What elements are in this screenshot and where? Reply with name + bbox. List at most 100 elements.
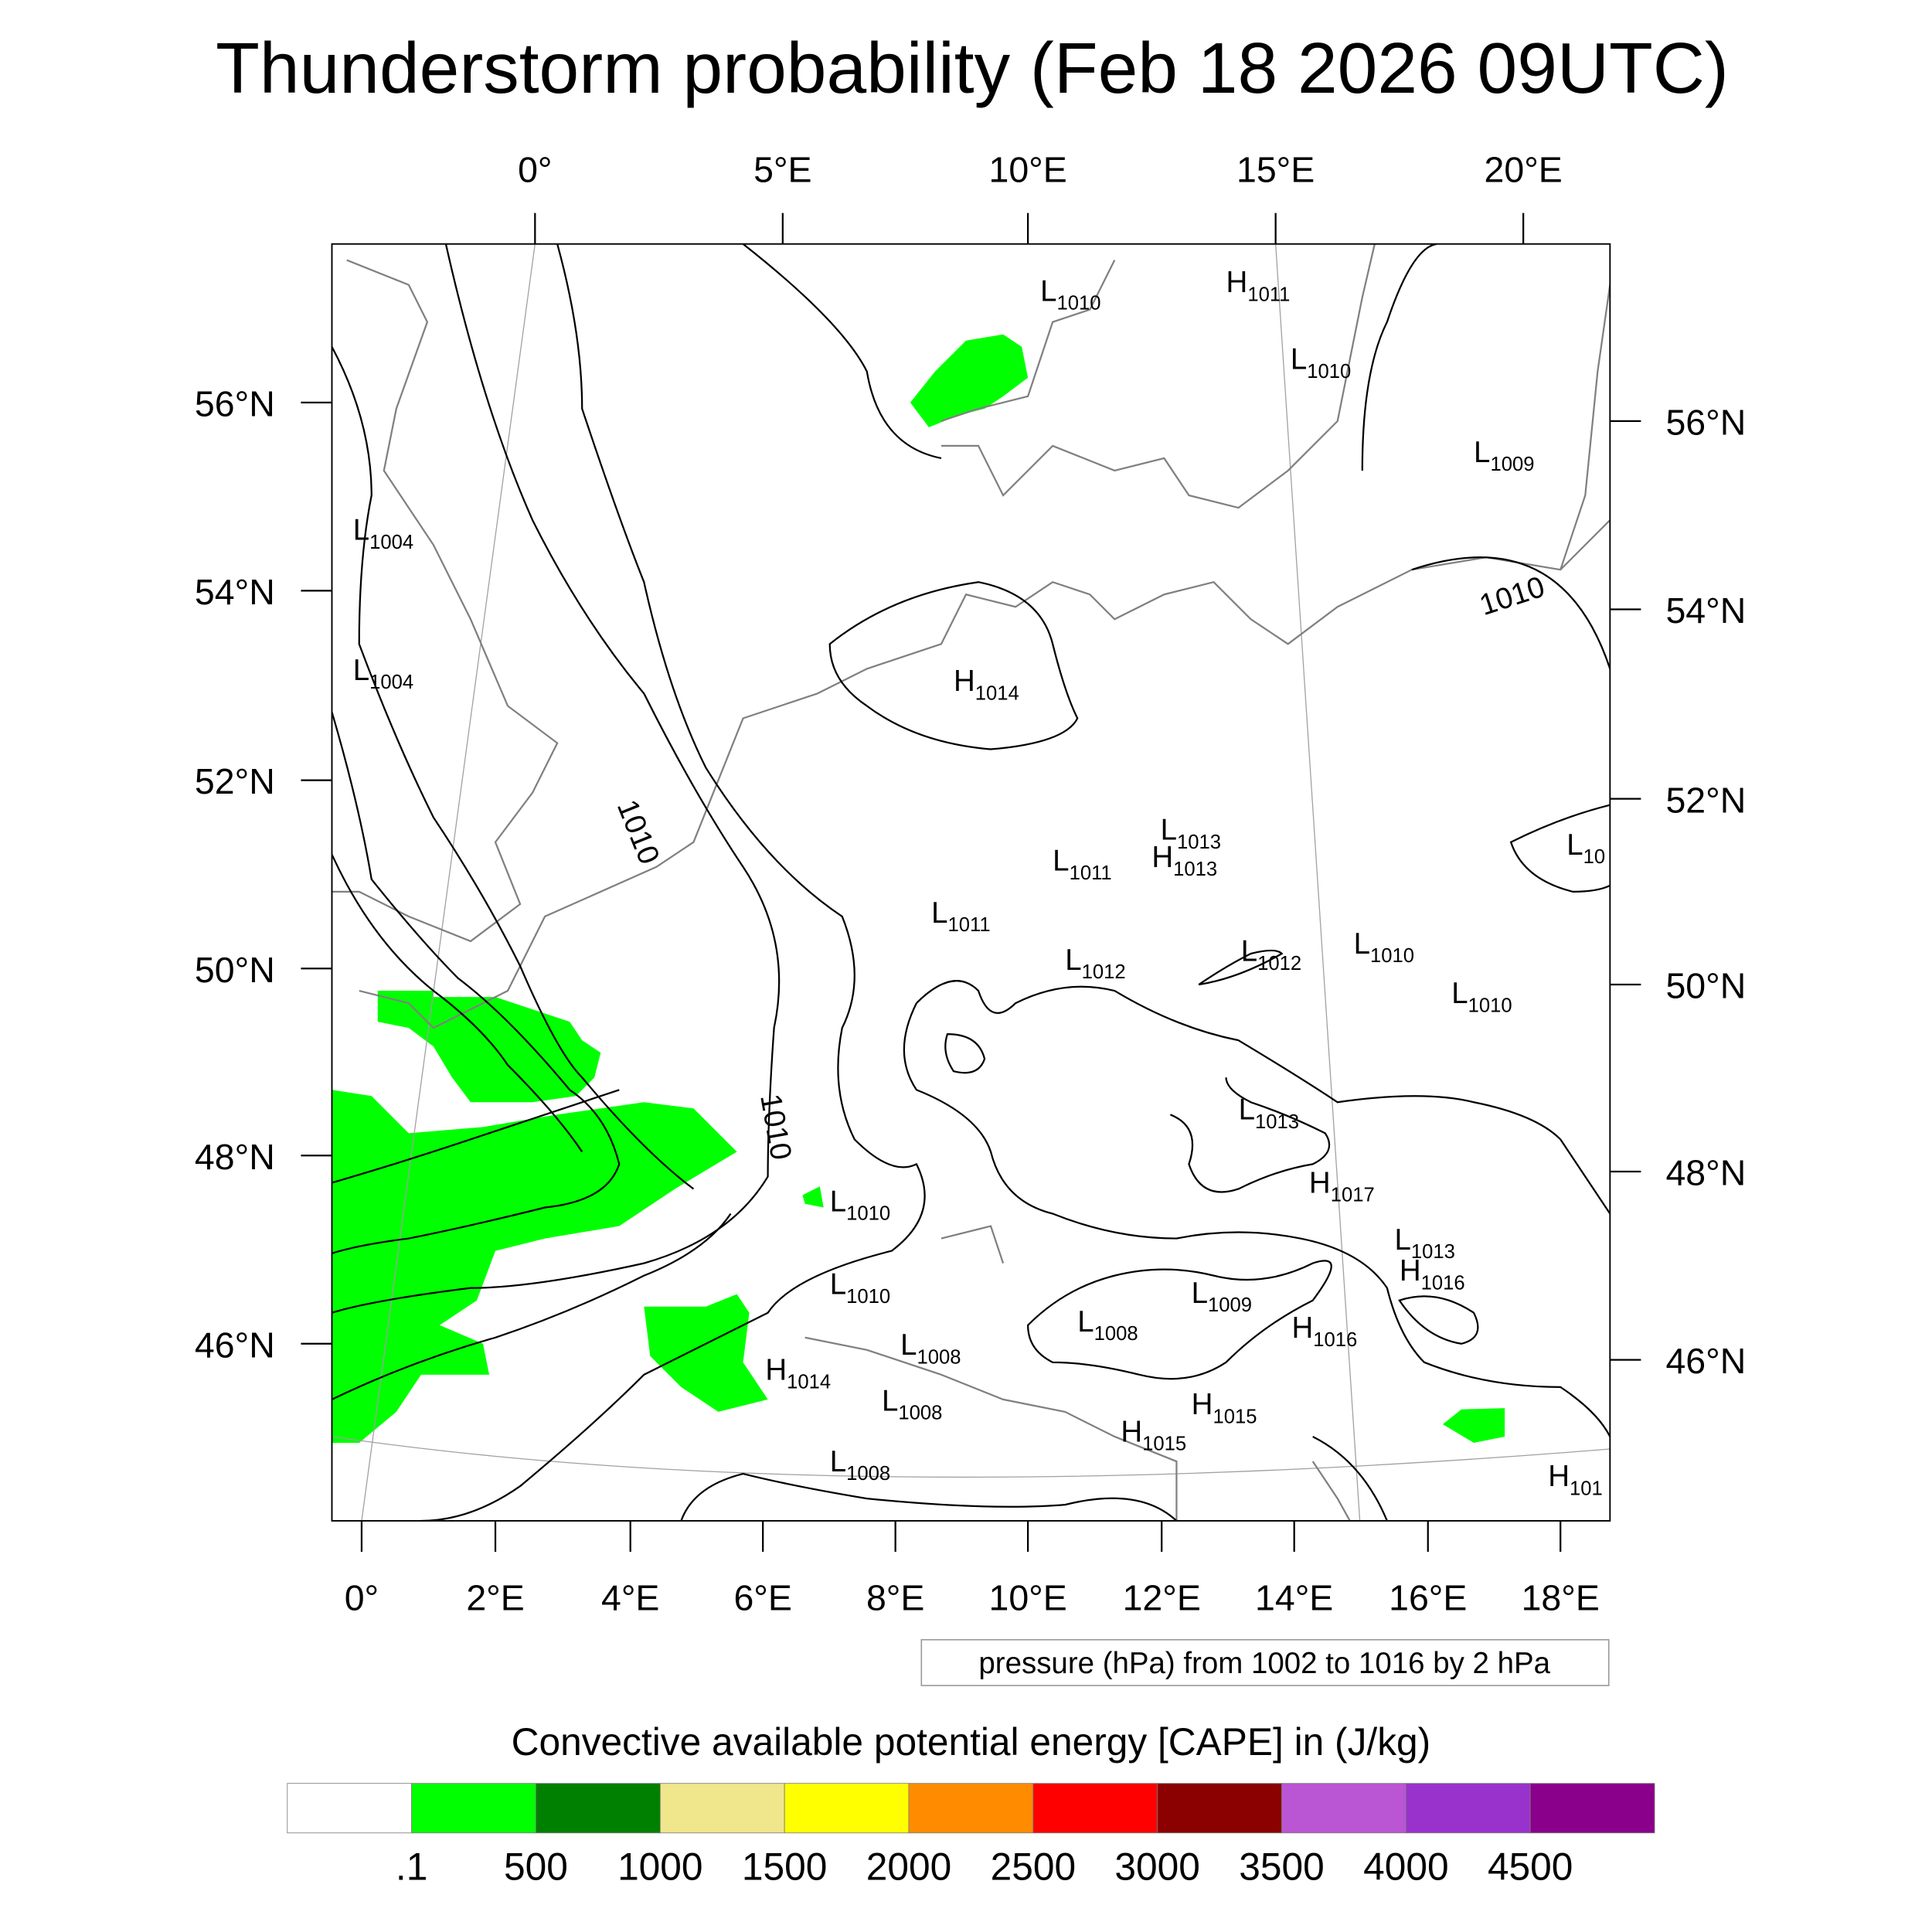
high-pressure-label: H1014 [954,665,1019,704]
lat-label: 50°N [1665,966,1746,1006]
lon-label: 14°E [1255,1577,1333,1617]
high-pressure-label: H101 [1548,1460,1603,1499]
lon-label: 0° [345,1577,379,1617]
colorbar-swatch [536,1783,661,1834]
low-pressure-label: L1008 [900,1328,961,1368]
lon-label: 18°E [1522,1577,1600,1617]
colorbar-labels: .1 500 1000 1500 2000 2500 3000 3500 4000 4500 [396,1845,1573,1889]
lon-label: 6°E [733,1577,791,1617]
lon-label: 15°E [1236,150,1315,190]
colorbar-label: 4500 [1488,1845,1573,1889]
low-pressure-label: L10 [1566,828,1605,868]
colorbar-swatch [1529,1783,1655,1834]
low-pressure-label: L1010 [830,1268,890,1308]
low-pressure-label: L1010 [830,1185,890,1224]
chart-title: Thunderstorm probability (Feb 18 2026 09… [216,28,1729,108]
pressure-contours [332,243,1611,1521]
lat-label: 54°N [1665,590,1746,631]
lon-label: 20°E [1485,150,1563,190]
lon-label: 10°E [988,1577,1066,1617]
contour-label: 1010 [611,795,666,869]
colorbar-title: Convective available potential energy [C… [512,1720,1431,1764]
colorbar-swatch [1405,1783,1531,1834]
low-pressure-label: L1011 [1053,845,1112,884]
lat-label: 50°N [195,950,275,990]
lon-label: 8°E [866,1577,924,1617]
low-pressure-label: L1010 [1354,927,1414,967]
high-pressure-label: H1016 [1291,1311,1357,1351]
colorbar-swatch [1032,1783,1158,1834]
top-ticks [301,213,1641,1553]
colorbar-label: 3000 [1114,1845,1199,1889]
colorbar-label: 4000 [1363,1845,1448,1889]
high-pressure-label: H1015 [1192,1388,1257,1427]
contour-info-text: pressure (hPa) from 1002 to 1016 by 2 hP… [978,1647,1550,1680]
colorbar-label: 1000 [617,1845,702,1889]
low-pressure-label: L1004 [353,514,413,553]
lon-label: 12°E [1123,1577,1201,1617]
lon-label: 2°E [466,1577,524,1617]
colorbar-swatch [411,1783,536,1834]
lat-label: 48°N [1665,1153,1746,1193]
colorbar-label: 1500 [742,1845,827,1889]
top-lon-labels: 0° 5°E 10°E 15°E 20°E [518,150,1563,190]
right-lat-labels: 56°N 54°N 52°N 50°N 48°N 46°N [1665,403,1746,1382]
low-pressure-label: L1009 [1192,1277,1252,1316]
lat-label: 56°N [1665,403,1746,443]
low-pressure-label: L1008 [1077,1305,1138,1345]
low-pressure-label: L1012 [1241,935,1301,975]
low-pressure-label: L1013 [1239,1094,1299,1133]
lat-label: 52°N [1665,780,1746,820]
high-pressure-label: H1015 [1121,1415,1186,1454]
low-pressure-label: L1013 [1161,814,1221,853]
lon-label: 16°E [1389,1577,1467,1617]
low-pressure-label: L1010 [1040,274,1100,314]
low-pressure-label: L1004 [353,654,413,693]
colorbar-label: .1 [396,1845,427,1889]
high-pressure-label: H1017 [1309,1166,1375,1206]
left-lat-labels: 56°N 54°N 52°N 50°N 48°N 46°N [195,383,275,1365]
graticule [332,243,1611,1521]
low-pressure-label: L1011 [931,896,991,936]
lat-label: 46°N [1665,1341,1746,1381]
colorbar-label: 2000 [866,1845,951,1889]
contour-label: 1010 [1475,570,1549,622]
coastlines [332,243,1611,1521]
low-pressure-label: L1013 [1394,1223,1454,1263]
low-pressure-label: L1012 [1065,944,1125,983]
low-pressure-label: L1010 [1451,977,1512,1016]
cape-colorbar [287,1783,1655,1834]
high-pressure-label: H1016 [1400,1254,1465,1294]
map-plot-area: 1010 1010 1010 L1010H1011L1010L1009L1004… [332,243,1611,1521]
colorbar-label: 2500 [991,1845,1076,1889]
low-pressure-label: L1008 [830,1445,890,1485]
contour-label: 1010 [753,1091,798,1162]
high-pressure-label: H1011 [1226,266,1291,305]
lat-label: 56°N [195,383,275,423]
lon-label: 5°E [753,150,811,190]
lon-label: 4°E [601,1577,659,1617]
colorbar-swatch [287,1783,413,1834]
lat-label: 54°N [195,572,275,612]
colorbar-label: 500 [504,1845,568,1889]
high-pressure-label: H1013 [1151,841,1217,880]
colorbar-swatch [784,1783,910,1834]
low-pressure-label: L1010 [1291,343,1351,383]
colorbar-swatch [659,1783,785,1834]
lat-label: 46°N [195,1325,275,1365]
lon-label: 10°E [988,150,1066,190]
lat-label: 48°N [195,1137,275,1177]
colorbar-label: 3500 [1239,1845,1324,1889]
colorbar-swatch [1157,1783,1282,1834]
low-pressure-label: L1008 [882,1384,942,1423]
lat-label: 52°N [195,761,275,801]
colorbar-swatch [1281,1783,1406,1834]
high-pressure-label: H1014 [765,1353,831,1393]
contour-info-box: pressure (hPa) from 1002 to 1016 by 2 hP… [920,1638,1610,1686]
map-frame [331,243,1611,1522]
bottom-lon-labels: 0° 2°E 4°E 6°E 8°E 10°E 12°E 14°E 16°E 1… [345,1577,1600,1617]
colorbar-swatch [908,1783,1034,1834]
lon-label: 0° [518,150,552,190]
